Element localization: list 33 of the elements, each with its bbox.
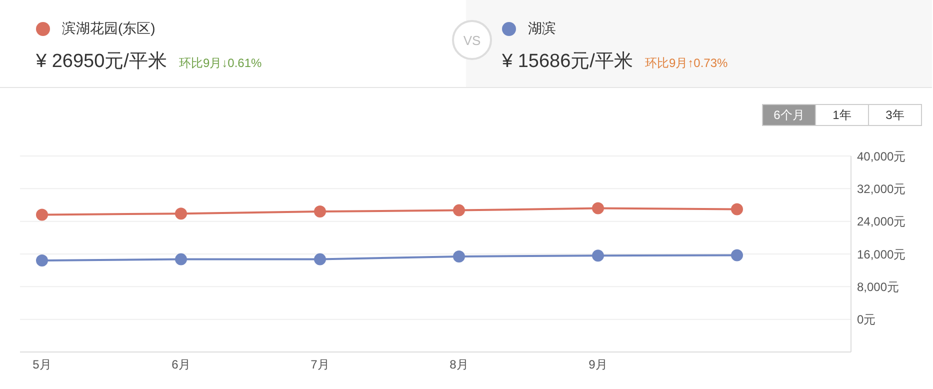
x-tick-label: 7月 — [310, 358, 330, 372]
point — [314, 206, 326, 218]
x-tick-label: 9月 — [588, 358, 608, 372]
y-tick-label: 24,000元 — [857, 214, 906, 229]
y-tick-label: 16,000元 — [857, 247, 906, 262]
point — [36, 208, 48, 221]
y-tick-label: 32,000元 — [857, 182, 906, 196]
text: ¥ 15686元/平米 — [502, 50, 633, 74]
legend-label: 滨湖花园(东区) — [62, 20, 156, 38]
point — [731, 203, 743, 216]
point — [453, 204, 465, 216]
text: 3年 — [868, 104, 922, 126]
point — [175, 253, 187, 266]
point — [592, 250, 604, 262]
x-tick-label: 8月 — [450, 358, 468, 372]
point — [175, 208, 187, 220]
point — [314, 253, 326, 266]
text: 环比9月↑0.73% — [644, 55, 728, 72]
point — [592, 202, 604, 214]
y-tick-label: 8,000元 — [857, 280, 900, 294]
point — [453, 250, 465, 262]
y-tick-label: 40,000元 — [857, 149, 906, 164]
x-tick-label: 5月 — [32, 358, 52, 372]
text: VS — [452, 20, 492, 60]
y-tick-label: 0元 — [857, 312, 876, 327]
text: 1年 — [815, 104, 869, 126]
text: ¥ 26950元/平米 — [36, 50, 167, 74]
x-tick-label: 6月 — [172, 358, 190, 372]
point — [731, 249, 743, 262]
point — [36, 254, 48, 267]
text: 6个月 — [762, 104, 816, 126]
text: 环比9月↓0.61% — [178, 55, 262, 72]
legend-label: 湖滨 — [528, 20, 556, 38]
